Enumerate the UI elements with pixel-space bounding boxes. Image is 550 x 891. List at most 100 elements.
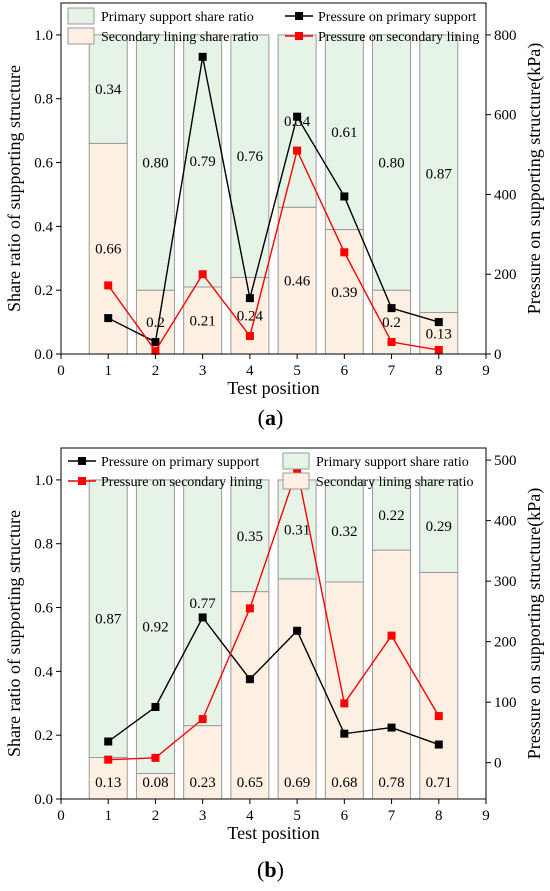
point-primary-pressure [151,703,160,712]
data-label-secondary-ratio: 0.2 [146,315,165,331]
y-tick-label: 1.0 [34,473,53,489]
data-label-secondary-ratio: 0.24 [237,309,264,325]
y-tick-label: 0.6 [34,156,53,172]
point-secondary-pressure [434,346,443,355]
point-primary-pressure [293,626,302,635]
series-line-secondary-pressure [107,148,439,353]
bar-primary-ratio [372,479,412,551]
data-label-primary-ratio: 0.76 [237,149,264,165]
bar-primary-ratio [88,479,128,759]
point-primary-pressure [245,675,254,684]
y-tick-label: 0.0 [34,792,53,808]
y-tick-label: 0.6 [34,601,53,617]
bar-secondary-ratio [230,591,270,800]
y2-tick-label: 100 [494,695,517,711]
x-tick-label: 9 [482,363,490,379]
bar-primary-ratio [135,34,175,291]
legend-swatch-secondary-ratio [67,27,95,45]
y2-axis-label: Pressure on supporting structure(kPa) [524,43,545,314]
point-primary-pressure [245,294,254,303]
data-label-secondary-ratio: 0.23 [190,775,216,791]
bar-secondary-ratio [372,549,412,800]
data-label-primary-ratio: 0.92 [142,620,168,636]
x-tick-label: 0 [57,363,65,379]
bar-secondary-ratio [277,578,317,800]
y-tick-label: 0.4 [34,664,53,680]
y2-tick-label: 500 [494,453,517,469]
series-line-secondary-pressure [108,466,440,761]
legend-label-primary-ratio: Primary support share ratio [316,455,469,470]
bar-primary-ratio [135,479,175,774]
y2-tick-label: 800 [494,28,517,44]
legend-label-primary-pressure: Pressure on primary support [101,455,259,470]
data-label-primary-ratio: 0.61 [331,125,357,141]
point-secondary-pressure [340,248,349,257]
x-tick-label: 1 [104,363,112,379]
plot-frame [60,447,487,800]
y-tick-label: 0.8 [34,537,53,553]
data-label-secondary-ratio: 0.39 [331,285,357,301]
point-primary-pressure [434,740,443,749]
point-primary-pressure [434,318,443,327]
data-label-secondary-ratio: 0.78 [378,775,404,791]
data-label-secondary-ratio: 0.65 [237,775,263,791]
point-secondary-pressure [340,699,349,708]
y-axis-label: Share ratio of supporting structure [4,65,24,312]
y2-tick-label: 200 [494,267,517,283]
x-tick-label: 9 [482,808,490,824]
x-tick-label: 0 [57,808,65,824]
x-tick-label: 3 [199,363,207,379]
data-label-primary-ratio: 0.29 [426,519,452,535]
data-label-primary-ratio: 0.35 [237,529,263,545]
x-tick-label: 8 [435,363,443,379]
plot-frame [60,2,487,355]
y-axis-label: Share ratio of supporting structure [4,510,24,757]
bar-primary-ratio [183,34,223,288]
x-tick-label: 6 [341,808,349,824]
data-label-secondary-ratio: 0.2 [382,315,401,331]
point-secondary-pressure [198,715,207,724]
bar-primary-ratio [324,479,364,583]
y2-tick-label: 600 [494,108,517,124]
point-primary-pressure [293,112,302,121]
legend-marker-primary-pressure [78,457,86,465]
x-tick-label: 1 [104,808,112,824]
bar-secondary-ratio [419,571,459,800]
point-secondary-pressure [434,712,443,721]
chart-panel-b: 0.870.130.920.080.770.230.350.650.310.69… [4,447,545,882]
data-label-primary-ratio: 0.34 [95,82,122,98]
x-tick-label: 5 [293,363,301,379]
series-line-primary-pressure [107,616,440,746]
point-primary-pressure [387,304,396,313]
data-label-primary-ratio: 0.80 [142,156,168,172]
data-label-secondary-ratio: 0.66 [95,242,122,258]
x-tick-label: 2 [152,808,160,824]
x-tick-label: 6 [341,363,349,379]
legend-label-secondary-pressure: Pressure on secondary lining [318,30,479,45]
legend-marker-primary-pressure [295,12,303,20]
data-label-secondary-ratio: 0.13 [95,775,121,791]
data-label-primary-ratio: 0.54 [284,114,311,130]
legend-marker-secondary-pressure [295,32,303,40]
y-tick-label: 0.8 [34,92,53,108]
y-tick-label: 0.4 [34,219,53,235]
data-label-secondary-ratio: 0.68 [331,775,357,791]
legend-label-secondary-ratio: Secondary lining share ratio [316,475,473,490]
y2-tick-label: 400 [494,187,517,203]
point-primary-pressure [104,314,113,323]
point-primary-pressure [198,52,207,61]
x-axis-label: Test position [227,823,319,843]
x-tick-label: 2 [152,363,160,379]
legend-swatch-primary-ratio [67,7,95,25]
legend-label-secondary-pressure: Pressure on secondary lining [101,475,262,490]
y-tick-label: 0.0 [34,347,53,363]
chart-panel-a: 0.340.660.800.20.790.210.760.240.540.460… [4,2,545,430]
point-secondary-pressure [104,755,113,764]
point-secondary-pressure [293,146,302,155]
bar-secondary-ratio [183,725,223,800]
y2-tick-label: 300 [494,574,517,590]
panel-label-a: (a) [258,405,284,430]
legend-swatch-secondary-ratio [282,472,310,490]
x-tick-label: 8 [435,808,443,824]
data-label-primary-ratio: 0.77 [190,596,217,612]
